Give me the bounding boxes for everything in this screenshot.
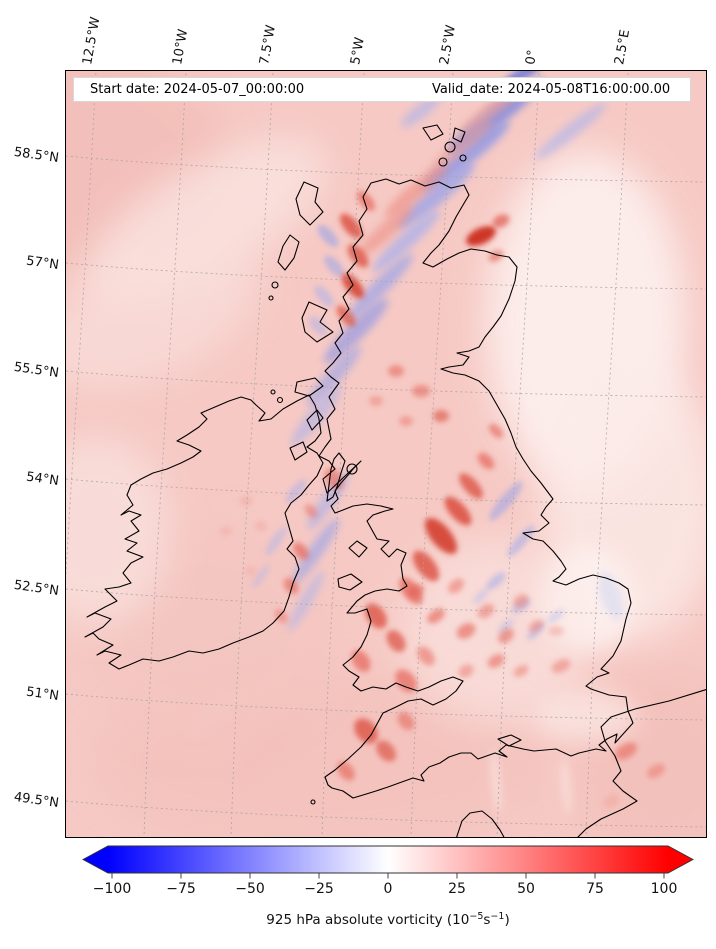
coast-great-britain	[318, 178, 634, 799]
vorticity-field	[66, 71, 706, 837]
coast-cherbourg	[456, 810, 505, 837]
colorbar-label: 925 hPa absolute vorticity (10−5s−1)	[266, 911, 510, 928]
cbar-tick-75: 75	[586, 881, 604, 897]
lat-label-58p5n: 58.5°N	[12, 144, 60, 167]
coast-tiree2	[270, 389, 276, 395]
cbar-tick-100: 100	[650, 881, 678, 897]
coast-mull	[294, 377, 324, 397]
lat-label-54n: 54°N	[25, 469, 60, 490]
coastlines	[84, 124, 706, 837]
coast-scilly	[310, 799, 316, 805]
coast-lewis-harris	[295, 181, 324, 226]
coast-uists	[277, 234, 300, 271]
start-date-text: Start date: 2024-05-07_00:00:00	[90, 82, 305, 97]
map-panel: Start date: 2024-05-07_00:00:00 Valid_da…	[65, 70, 707, 838]
exponent: −1	[490, 911, 505, 922]
coast-barra	[271, 281, 279, 289]
lat-label-52p5n: 52.5°N	[12, 577, 60, 600]
coast-france	[577, 689, 706, 837]
lat-label-51n: 51°N	[25, 684, 60, 705]
cbar-tick-m25: −25	[304, 881, 334, 897]
lat-label-55p5n: 55.5°N	[12, 359, 60, 382]
coast-skye	[301, 301, 334, 343]
cbar-tick-m100: −100	[92, 881, 132, 897]
cbar-tick-0: 0	[383, 881, 393, 897]
graticule	[66, 71, 706, 837]
coast-arran	[346, 463, 358, 475]
cbar-tick-m75: −75	[166, 881, 196, 897]
lat-label-57n: 57°N	[25, 253, 60, 274]
coast-jura	[306, 409, 324, 431]
coast-kintyre	[326, 452, 346, 502]
cbar-tick-25: 25	[448, 881, 466, 897]
coast-isle-of-wight	[497, 734, 522, 747]
field-channel-streaks	[188, 687, 608, 814]
colorbar-arrow-shape	[82, 845, 694, 874]
coast-orkney-isle	[444, 141, 456, 153]
exponent: −5	[469, 911, 484, 922]
coast-orkney	[422, 124, 466, 143]
colorbar	[78, 845, 698, 879]
coast-orkney-isle2	[438, 157, 448, 167]
lat-label-49p5n: 49.5°N	[12, 789, 60, 812]
field-red-cells	[220, 77, 666, 808]
coast-isle-of-man	[348, 540, 368, 558]
colorbar-gradient	[82, 845, 694, 879]
coast-tiree	[276, 396, 284, 404]
date-banner: Start date: 2024-05-07_00:00:00 Valid_da…	[73, 77, 691, 102]
coast-islay	[289, 441, 308, 461]
colorbar-tick-marks	[111, 873, 665, 879]
coast-orkney-isle3	[459, 154, 467, 162]
cbar-tick-50: 50	[517, 881, 535, 897]
cbar-tick-m50: −50	[235, 881, 265, 897]
coast-anglesey	[337, 573, 363, 591]
coast-barra2	[268, 295, 274, 301]
coast-ireland	[84, 394, 324, 670]
valid-date-text: Valid_date: 2024-05-08T16:00:00.00	[432, 82, 671, 97]
